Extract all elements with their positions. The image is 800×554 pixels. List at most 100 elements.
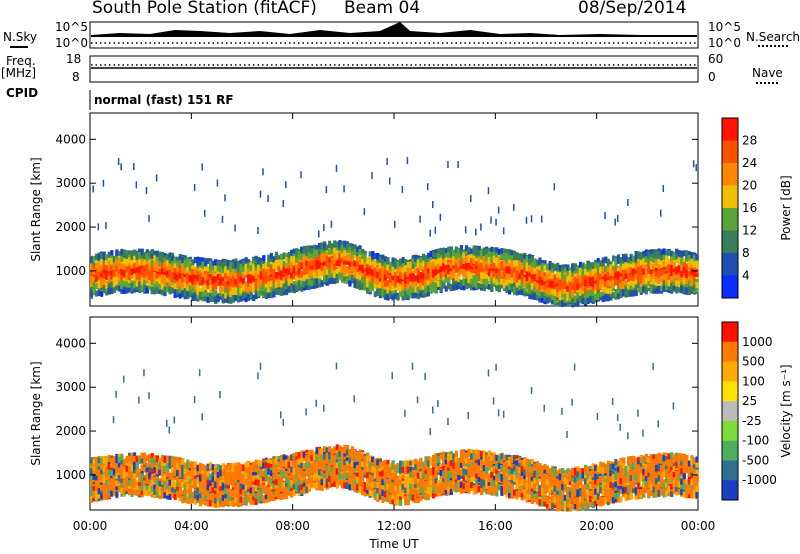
- range-gate-cell: [224, 287, 228, 294]
- range-gate-cell: [110, 281, 114, 288]
- range-gate-cell: [90, 286, 94, 293]
- range-gate-cell: [183, 268, 187, 275]
- range-gate-cell: [249, 285, 253, 292]
- range-gate-cell: [168, 276, 172, 283]
- range-gate-cell: [150, 275, 154, 282]
- range-gate-cell: [432, 201, 434, 209]
- range-gate-cell: [95, 257, 99, 264]
- range-gate-cell: [125, 272, 129, 279]
- range-gate-cell: [143, 255, 147, 262]
- range-gate-cell: [105, 273, 109, 280]
- range-gate-cell: [224, 282, 228, 289]
- range-gate-cell: [130, 272, 134, 279]
- range-gate-cell: [100, 273, 104, 280]
- range-gate-cell: [163, 286, 167, 293]
- range-gate-cell: [234, 295, 238, 302]
- range-gate-cell: [318, 230, 320, 238]
- range-gate-cell: [188, 285, 192, 292]
- range-gate-cell: [211, 284, 215, 291]
- range-gate-cell: [216, 279, 220, 286]
- range-gate-cell: [173, 257, 177, 264]
- range-gate-cell: [163, 262, 167, 269]
- range-gate-cell: [105, 286, 109, 293]
- noise-tick-left-bottom: 10^0: [55, 36, 88, 50]
- range-gate-cell: [166, 286, 170, 293]
- range-gate-cell: [186, 266, 190, 273]
- range-gate-cell: [140, 285, 144, 292]
- range-gate-cell: [107, 276, 111, 283]
- range-gate-cell: [196, 270, 200, 277]
- range-gate-cell: [95, 275, 99, 282]
- range-gate-cell: [122, 277, 127, 284]
- range-gate-cell: [257, 227, 259, 235]
- range-gate-cell: [206, 267, 210, 274]
- range-gate-cell: [229, 297, 233, 304]
- range-gate-cell: [117, 279, 121, 286]
- range-gate-cell: [181, 256, 185, 263]
- range-gate-cell: [204, 209, 206, 217]
- range-gate-cell: [122, 270, 127, 277]
- range-gate-cell: [204, 260, 208, 267]
- range-gate-cell: [191, 278, 195, 285]
- range-gate-cell: [143, 251, 147, 258]
- range-gate-cell: [163, 290, 167, 297]
- range-gate-cell: [102, 254, 106, 261]
- range-gate-cell: [92, 185, 95, 193]
- range-gate-cell: [204, 284, 208, 291]
- range-gate-cell: [138, 274, 142, 281]
- freq-panel: [89, 55, 699, 83]
- range-gate-cell: [188, 291, 192, 298]
- range-gate-cell: [201, 266, 205, 273]
- range-gate-cell: [138, 266, 142, 273]
- range-gate-cell: [148, 267, 152, 274]
- range-gate-cell: [155, 256, 159, 263]
- range-gate-cell: [163, 275, 167, 282]
- range-gate-cell: [163, 279, 167, 286]
- range-gate-cell: [188, 258, 192, 265]
- range-gate-cell: [178, 287, 182, 294]
- range-gate-cell: [140, 278, 144, 285]
- range-gate-cell: [102, 285, 106, 292]
- range-gate-cell: [201, 261, 205, 268]
- range-gate-cell: [176, 289, 180, 296]
- range-gate-cell: [140, 268, 144, 275]
- range-gate-cell: [300, 171, 302, 179]
- range-gate-cell: [234, 285, 238, 292]
- range-gate-cell: [330, 220, 333, 228]
- range-gate-cell: [247, 286, 251, 293]
- range-gate-cell: [117, 285, 121, 292]
- range-gate-cell: [92, 271, 96, 278]
- noise-tick-left-top: 10^5: [55, 20, 88, 34]
- range-gate-cell: [325, 186, 328, 194]
- range-gate-cell: [497, 206, 500, 214]
- range-gate-cell: [117, 158, 120, 166]
- nsky-line-icon: [10, 46, 28, 48]
- range-gate-cell: [130, 253, 134, 260]
- range-gate-cell: [193, 292, 197, 299]
- range-gate-cell: [163, 265, 167, 272]
- range-gate-cell: [158, 255, 162, 262]
- range-gate-cell: [122, 284, 127, 291]
- nsearch-dotted-icon: [758, 45, 788, 47]
- range-gate-cell: [130, 280, 134, 287]
- nsearch-label: N.Search: [746, 30, 800, 44]
- range-gate-cell: [447, 161, 449, 169]
- range-gate-cell: [224, 194, 226, 202]
- range-gate-cell: [198, 259, 203, 266]
- range-gate-cell: [188, 282, 192, 289]
- range-gate-cell: [244, 257, 248, 264]
- range-gate-cell: [173, 289, 177, 296]
- range-gate-cell: [90, 290, 94, 297]
- range-gate-cell: [176, 257, 180, 264]
- range-gate-cell: [90, 256, 94, 263]
- range-gate-cell: [102, 179, 105, 187]
- range-gate-cell: [236, 260, 241, 267]
- range-gate-cell: [439, 213, 442, 221]
- range-gate-cell: [285, 181, 287, 189]
- range-gate-cell: [163, 255, 167, 262]
- range-gate-cell: [259, 190, 262, 198]
- range-gate-cell: [236, 264, 241, 271]
- range-gate-cell: [226, 296, 230, 303]
- range-gate-cell: [221, 293, 225, 300]
- range-gate-cell: [143, 275, 147, 282]
